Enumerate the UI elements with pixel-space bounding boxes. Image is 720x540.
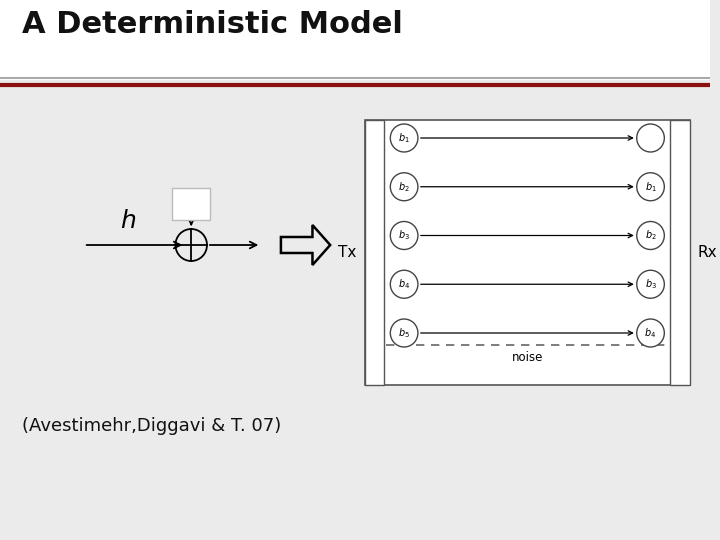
Circle shape <box>390 221 418 249</box>
FancyBboxPatch shape <box>173 188 210 220</box>
Circle shape <box>636 319 665 347</box>
Circle shape <box>390 124 418 152</box>
FancyBboxPatch shape <box>365 120 690 385</box>
Text: $b_4$: $b_4$ <box>644 326 657 340</box>
Circle shape <box>636 173 665 201</box>
Circle shape <box>390 319 418 347</box>
Text: $b_3$: $b_3$ <box>398 228 410 242</box>
Text: $b_5$: $b_5$ <box>398 326 410 340</box>
Circle shape <box>390 173 418 201</box>
FancyBboxPatch shape <box>365 120 384 385</box>
Circle shape <box>636 124 665 152</box>
Circle shape <box>390 270 418 298</box>
Text: $b_1$: $b_1$ <box>644 180 657 194</box>
Text: $b_2$: $b_2$ <box>398 180 410 194</box>
Circle shape <box>636 221 665 249</box>
Text: noise: noise <box>512 351 543 364</box>
Text: A Deterministic Model: A Deterministic Model <box>22 10 402 39</box>
FancyBboxPatch shape <box>670 120 690 385</box>
Text: Rx: Rx <box>698 245 717 260</box>
Text: $b_1$: $b_1$ <box>398 131 410 145</box>
Polygon shape <box>281 225 330 265</box>
Text: $h$: $h$ <box>120 210 136 233</box>
Text: Tx: Tx <box>338 245 357 260</box>
Circle shape <box>636 270 665 298</box>
FancyBboxPatch shape <box>0 0 710 80</box>
Text: $b_2$: $b_2$ <box>644 228 657 242</box>
Text: (Avestimehr,Diggavi & T. 07): (Avestimehr,Diggavi & T. 07) <box>22 417 281 435</box>
Text: $b_4$: $b_4$ <box>398 278 410 291</box>
Text: $b_3$: $b_3$ <box>644 278 657 291</box>
